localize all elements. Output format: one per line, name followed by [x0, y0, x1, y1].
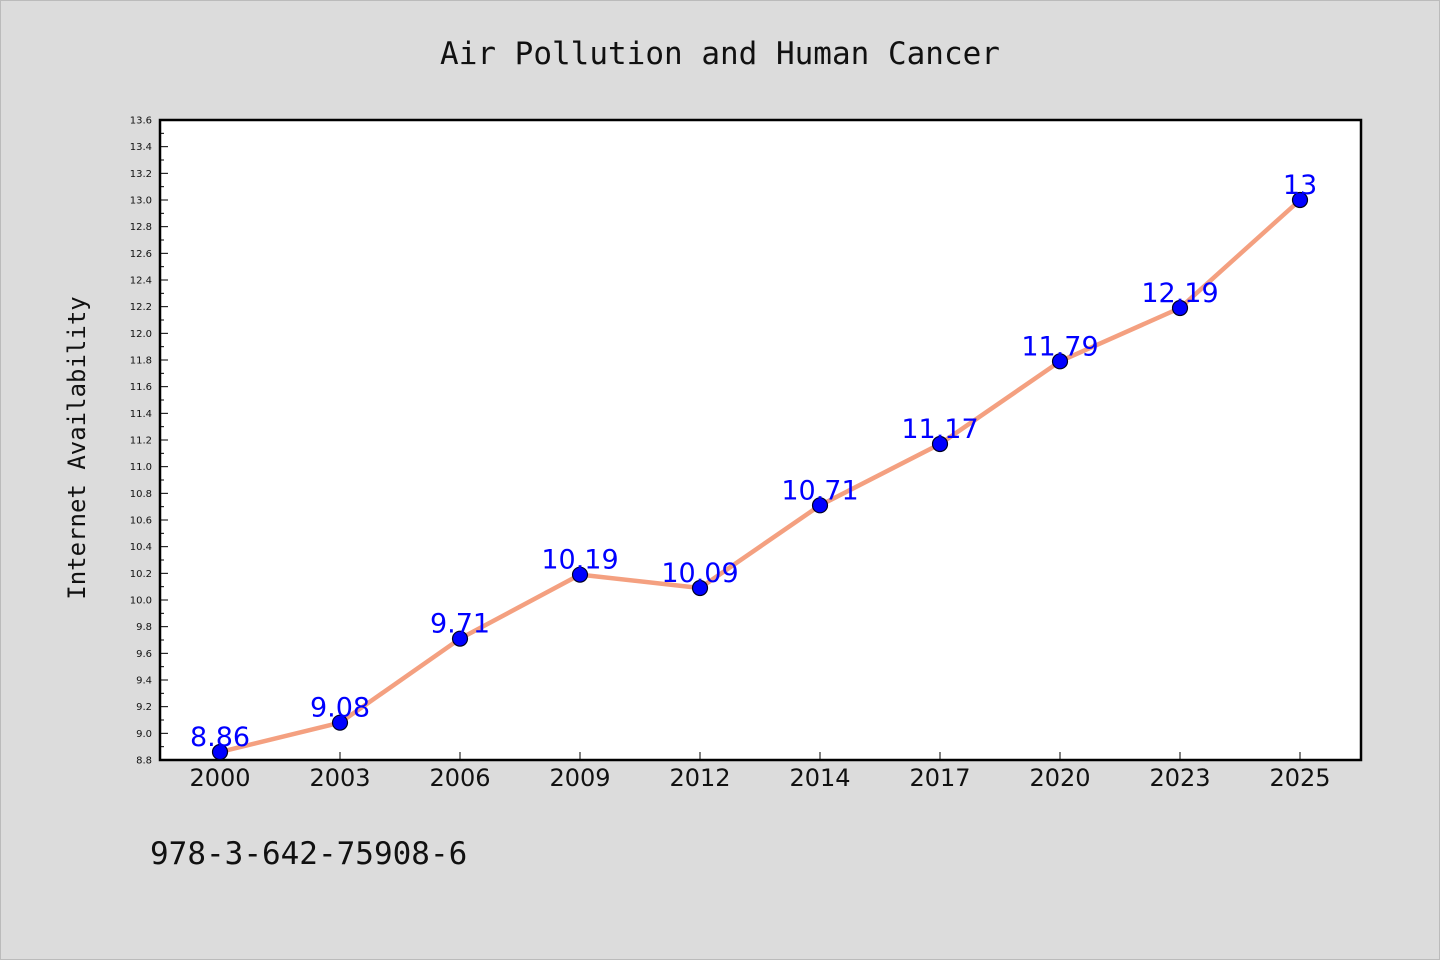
y-tick-label: 13.2 [130, 169, 152, 180]
plot-area [158, 118, 1363, 762]
data-label: 9.71 [430, 609, 490, 640]
y-tick-label: 9.2 [136, 702, 152, 713]
series-line [217, 197, 1303, 755]
x-tick-label: 2003 [309, 764, 370, 792]
y-tick-label: 12.4 [130, 276, 152, 287]
data-label: 10.19 [541, 545, 618, 576]
y-tick-label: 12.2 [130, 302, 152, 313]
y-tick-label: 11.0 [130, 462, 152, 473]
y-tick-label: 12.6 [130, 249, 152, 260]
data-point [1291, 191, 1309, 209]
y-tick-label: 9.6 [136, 649, 152, 660]
x-tick-label: 2017 [909, 764, 970, 792]
data-point [211, 743, 229, 761]
y-tick-label: 12.8 [130, 222, 152, 233]
data-label: 12.19 [1141, 278, 1218, 309]
chart-title: Air Pollution and Human Cancer [440, 36, 1000, 72]
y-tick-label: 10.0 [130, 596, 152, 607]
data-label: 11.17 [901, 414, 978, 445]
data-point [811, 497, 829, 514]
data-label: 10.09 [661, 558, 738, 589]
x-tick-label: 2020 [1029, 764, 1090, 792]
y-tick-label: 11.4 [130, 409, 152, 420]
y-tick-label: 8.8 [136, 756, 152, 767]
y-tick-label: 11.6 [130, 382, 152, 393]
data-label: 9.08 [310, 693, 370, 724]
series-line-group [217, 197, 1303, 755]
x-tick-label: 2023 [1149, 764, 1210, 792]
data-point [571, 566, 589, 583]
data-label: 10.71 [781, 475, 858, 506]
y-tick-label: 13.0 [130, 196, 152, 207]
y-tick-label: 13.4 [130, 142, 152, 153]
data-point [691, 579, 709, 597]
y-tick-label: 10.6 [130, 516, 152, 527]
data-markers [211, 191, 1309, 761]
data-label: 13 [1283, 170, 1317, 201]
x-tick-label: 2025 [1269, 764, 1330, 792]
data-label: 11.79 [1021, 331, 1098, 362]
y-tick-label: 11.8 [130, 356, 152, 367]
x-tick-label: 2000 [189, 764, 250, 792]
y-tick-label: 13.6 [130, 116, 152, 127]
data-point [331, 714, 349, 731]
x-tick-label: 2014 [789, 764, 850, 792]
y-tick-label: 10.4 [130, 542, 152, 553]
data-label: 8.86 [190, 722, 250, 753]
y-axis: 8.8 9.0 9.2 9.4 9.6 9.8 10.0 10.2 10.4 10.6 10.8 11… [130, 116, 168, 767]
x-tick-label: 2012 [669, 764, 730, 792]
y-tick-label: 9.4 [136, 676, 152, 687]
data-point [1051, 353, 1069, 370]
x-axis: 2000 2003 2006 2009 2012 2014 2017 2020 2023 2025 [189, 752, 1331, 792]
y-tick-label: 12.0 [130, 329, 152, 340]
y-tick-label: 11.2 [130, 436, 152, 447]
x-tick-label: 2009 [549, 764, 610, 792]
x-tick-label: 2006 [429, 764, 490, 792]
data-point [451, 630, 469, 647]
y-tick-label: 10.8 [130, 489, 152, 500]
y-tick-label: 10.2 [130, 569, 152, 580]
y-tick-label: 9.0 [136, 729, 152, 740]
y-tick-label: 9.8 [136, 622, 152, 633]
data-labels: 8.86 9.08 9.71 10.19 10.09 10.71 11.17 11.79 12.… [190, 170, 1317, 753]
y-axis-label: Internet Availability [63, 296, 91, 599]
footer-text: 978-3-642-75908-6 [150, 836, 467, 872]
data-point [931, 435, 949, 453]
data-point [1171, 299, 1189, 317]
